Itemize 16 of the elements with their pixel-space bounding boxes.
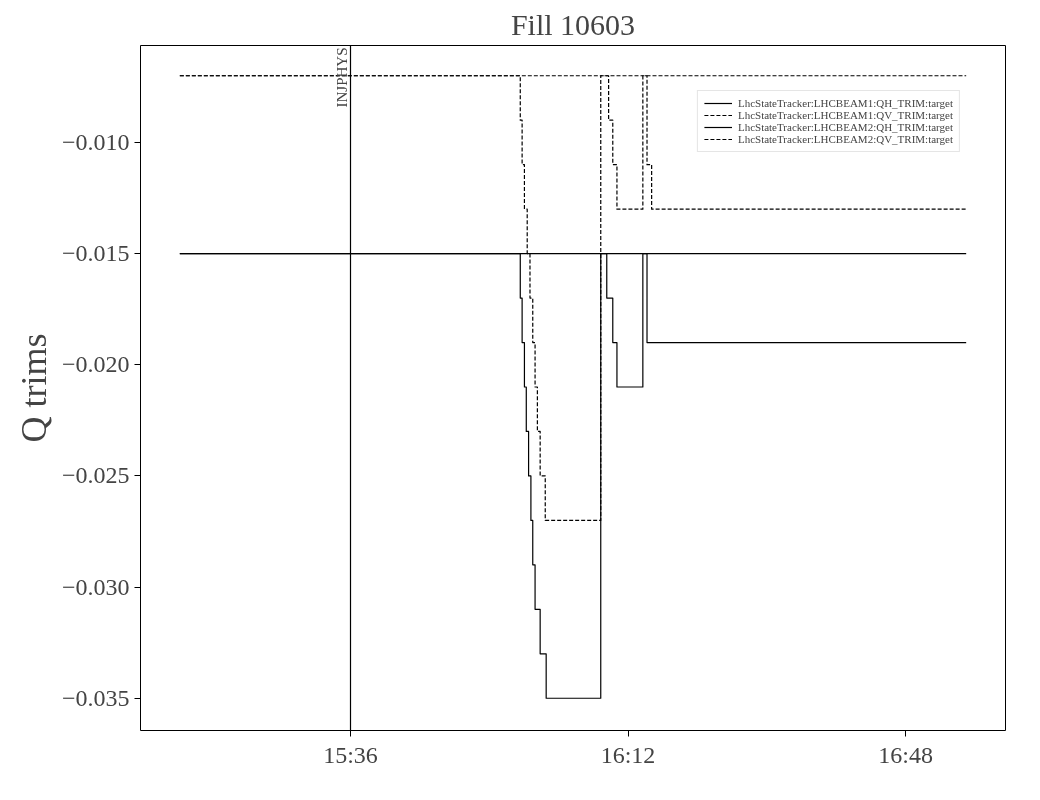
y-tick-label: −0.035 bbox=[61, 684, 130, 711]
y-tick-label: −0.020 bbox=[61, 351, 130, 378]
legend-label: LhcStateTracker:LHCBEAM2:QH_TRIM:target bbox=[737, 121, 953, 133]
y-tick-label: −0.010 bbox=[61, 128, 130, 155]
ref-line-label: INJPHYS bbox=[333, 47, 350, 108]
legend-label: LhcStateTracker:LHCBEAM1:QH_TRIM:target bbox=[737, 97, 953, 109]
y-tick-label: −0.025 bbox=[61, 462, 130, 489]
x-tick-label: 16:48 bbox=[878, 741, 933, 768]
y-tick-label: −0.015 bbox=[61, 240, 130, 267]
x-tick-label: 15:36 bbox=[323, 741, 378, 768]
legend-label: LhcStateTracker:LHCBEAM1:QV_TRIM:target bbox=[737, 109, 953, 121]
chart-title: Fill 10603 bbox=[510, 7, 636, 41]
y-tick-label: −0.030 bbox=[61, 573, 130, 600]
x-tick-label: 16:12 bbox=[600, 741, 656, 768]
y-axis-title: Q trims bbox=[13, 333, 54, 443]
legend-label: LhcStateTracker:LHCBEAM2:QV_TRIM:target bbox=[737, 133, 953, 145]
